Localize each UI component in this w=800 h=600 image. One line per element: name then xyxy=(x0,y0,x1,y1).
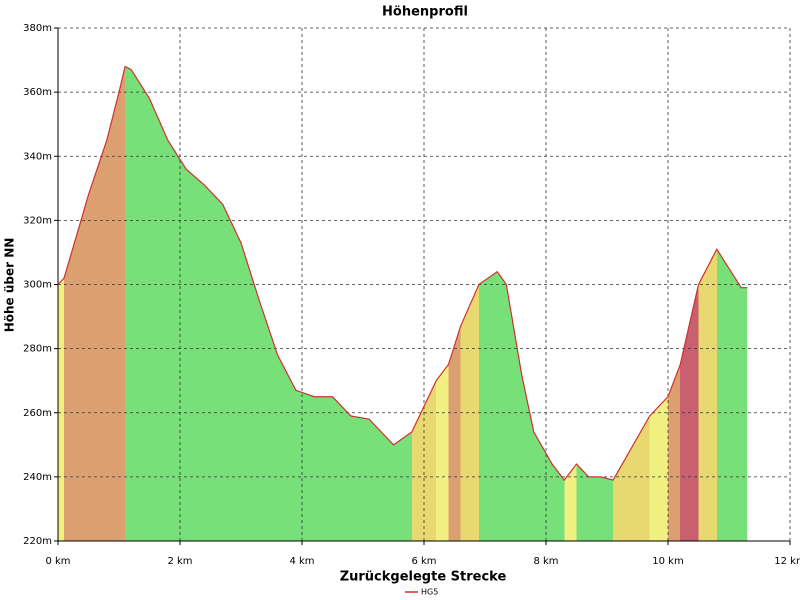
x-tick-label: 12 km xyxy=(774,556,800,567)
chart-title: Höhenprofil xyxy=(382,5,468,20)
x-tick-label: 6 km xyxy=(411,556,436,567)
x-tick-label: 4 km xyxy=(289,556,314,567)
y-tick-label: 260m xyxy=(23,408,52,419)
y-tick-label: 340m xyxy=(23,151,52,162)
x-tick-label: 0 km xyxy=(45,556,70,567)
x-tick-label: 2 km xyxy=(167,556,192,567)
y-tick-label: 220m xyxy=(23,536,52,547)
line xyxy=(57,65,748,482)
legend-label: HG5 xyxy=(421,588,438,597)
x-tick-label: 10 km xyxy=(652,556,683,567)
y-tick-label: 380m xyxy=(23,23,52,34)
area xyxy=(58,66,748,541)
y-tick-label: 360m xyxy=(23,87,52,98)
y-tick-label: 280m xyxy=(23,344,52,355)
y-tick-label: 300m xyxy=(23,280,52,291)
y-tick-label: 320m xyxy=(23,215,52,226)
y-axis-label: Höhe über NN xyxy=(3,238,17,333)
y-tick-label: 240m xyxy=(23,472,52,483)
x-tick-label: 8 km xyxy=(533,556,558,567)
x-axis-label: Zurückgelegte Strecke xyxy=(340,570,507,585)
